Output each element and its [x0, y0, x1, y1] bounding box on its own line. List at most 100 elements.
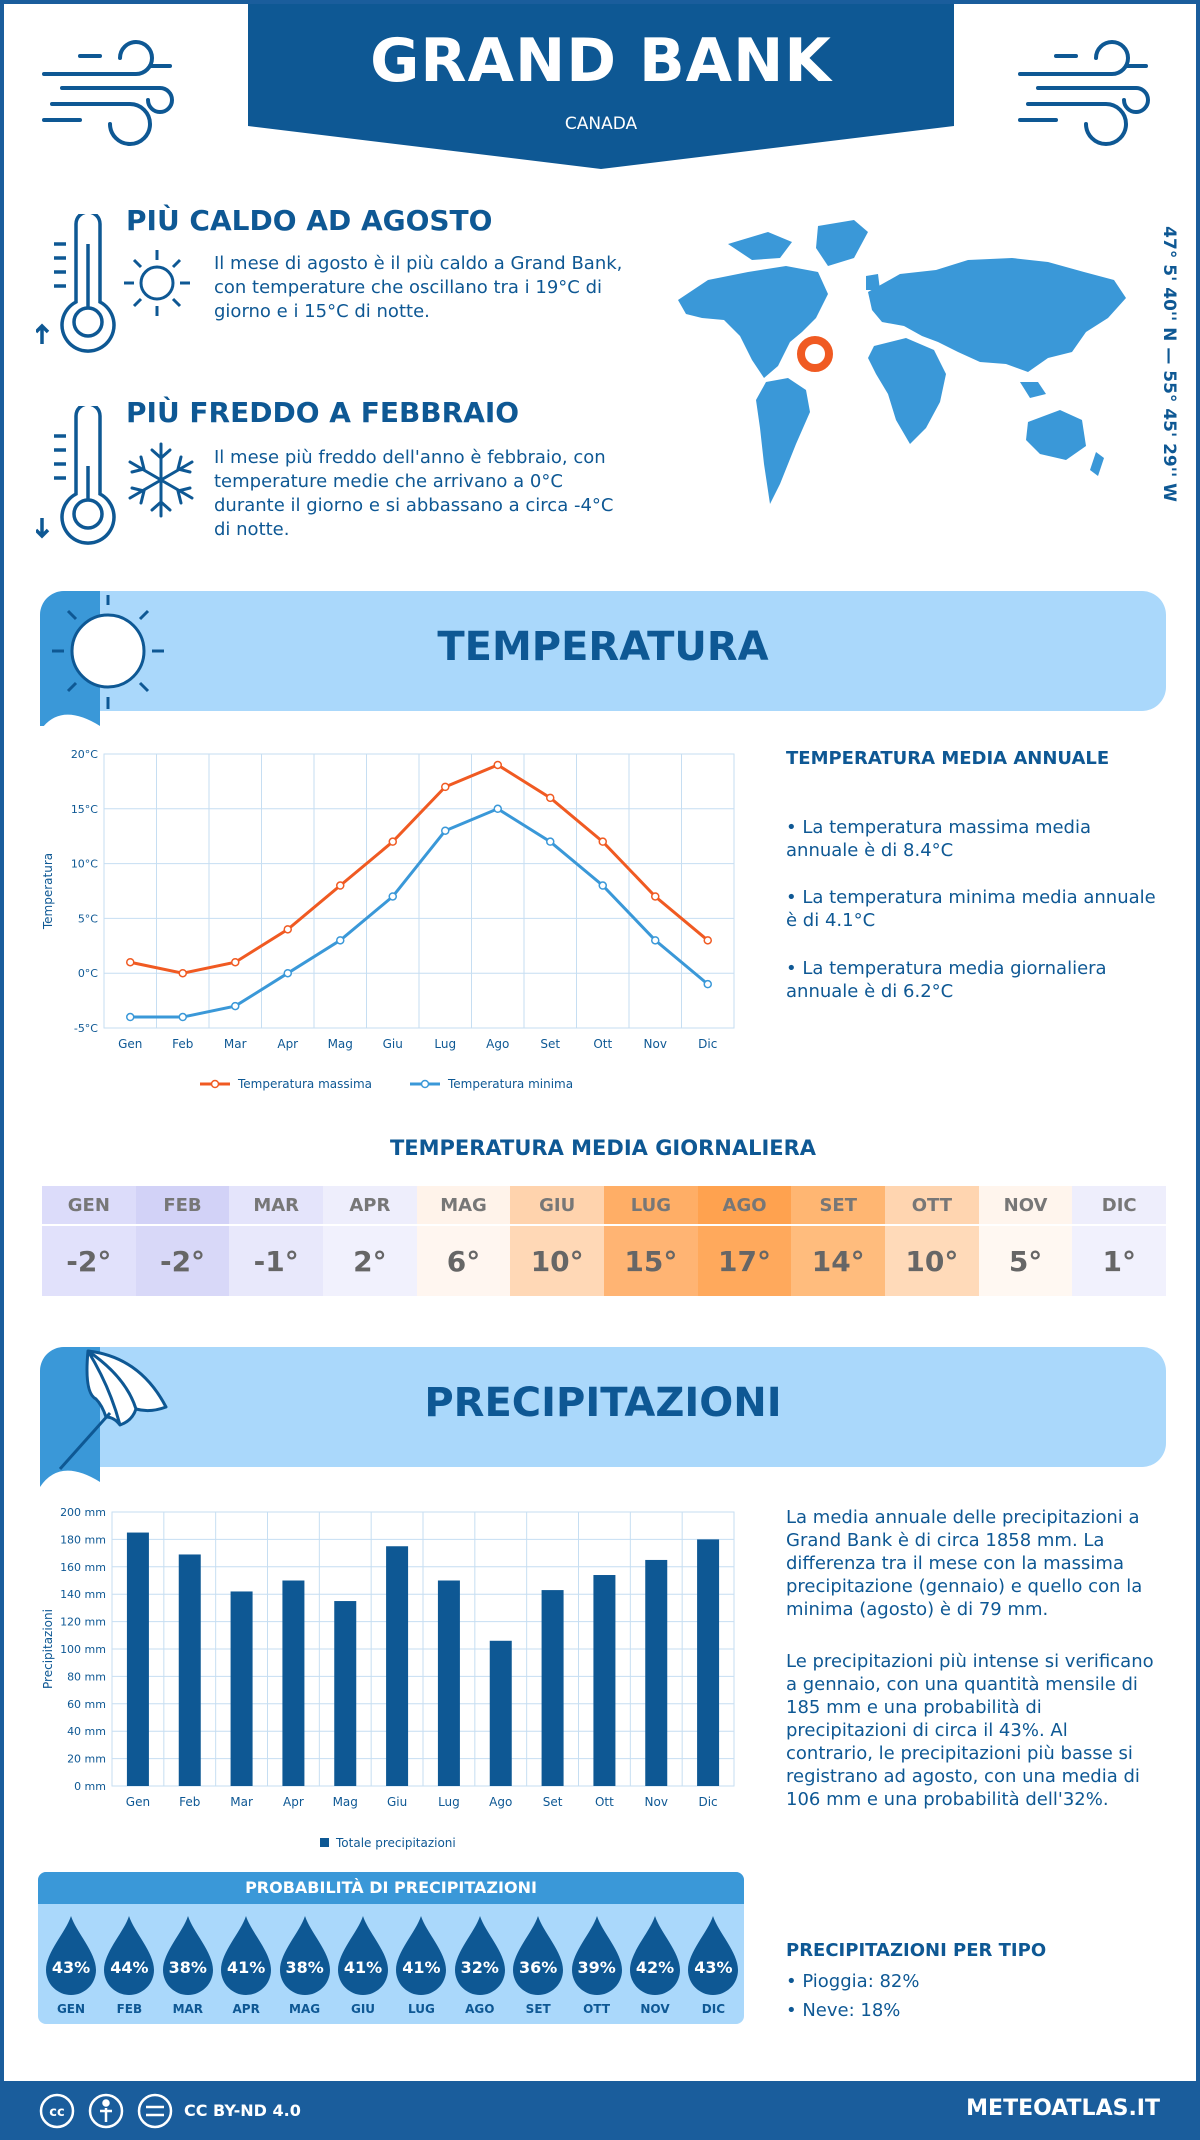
site-link[interactable]: METEOATLAS.IT	[966, 2096, 1160, 2121]
daily-month: GIU	[510, 1186, 605, 1224]
drop-percent: 41%	[227, 1958, 266, 1977]
probability-drop: 43% DIC	[684, 1912, 742, 2022]
daily-value: 15°	[604, 1224, 698, 1296]
drop-icon	[104, 1916, 155, 1995]
temp-legend-label: Temperatura massima	[237, 1077, 372, 1091]
drop-icon	[513, 1916, 564, 1995]
daily-cell: LUG 15°	[604, 1186, 698, 1296]
precip-bar	[386, 1546, 409, 1786]
temp-y-tick: 15°C	[71, 803, 98, 816]
temp-y-tick: -5°C	[74, 1022, 98, 1035]
drop-icon	[396, 1916, 447, 1995]
sun-icon	[124, 250, 190, 316]
drop-icon	[688, 1916, 739, 1995]
temp-min-line	[130, 807, 709, 1019]
precip-bar	[645, 1559, 668, 1786]
precip-y-tick: 40 mm	[67, 1725, 106, 1738]
daily-value: 2°	[323, 1224, 417, 1296]
drop-icon	[46, 1916, 96, 1995]
daily-cell: NOV 5°	[978, 1186, 1073, 1296]
warm-title: PIÙ CALDO AD AGOSTO	[126, 204, 493, 237]
precip-bar	[126, 1532, 149, 1786]
daily-month: SET	[791, 1186, 886, 1224]
drop-month: LUG	[407, 2002, 435, 2016]
drop-icon	[571, 1916, 622, 1995]
drop-month: MAR	[172, 2002, 204, 2016]
cc-icon: cc	[49, 2105, 64, 2120]
precip-bar	[593, 1575, 616, 1786]
drop-percent: 43%	[694, 1958, 733, 1977]
drop-percent: 36%	[519, 1958, 558, 1977]
precip-x-tick: Ago	[489, 1795, 512, 1809]
daily-cell: FEB -2°	[135, 1186, 230, 1296]
drop-month: SET	[525, 2002, 551, 2016]
temp-y-tick: 20°C	[71, 748, 98, 761]
drop-month: MAG	[289, 2002, 321, 2016]
temp-min-point	[388, 892, 397, 901]
precip-y-tick: 120 mm	[60, 1616, 106, 1629]
drop-percent: 42%	[635, 1958, 675, 1977]
precip-x-tick: Giu	[387, 1795, 407, 1809]
drop-icon	[630, 1916, 680, 1995]
precip-bar	[282, 1580, 305, 1786]
probability-drop: 43% GEN	[42, 1912, 100, 2022]
probability-drop: 32% AGO	[451, 1912, 509, 2022]
temp-max-point	[336, 881, 345, 890]
daily-value: 14°	[791, 1224, 886, 1296]
drop-percent: 41%	[343, 1958, 383, 1977]
temp-min-point	[283, 968, 292, 978]
temp-min-point	[703, 979, 712, 989]
temp-x-tick: Mar	[224, 1037, 247, 1051]
drop-month: FEB	[116, 2002, 143, 2016]
precip-paragraph-2: Le precipitazioni più intense si verific…	[786, 1651, 1154, 1810]
drop-month: GIU	[350, 2002, 376, 2016]
daily-title: TEMPERATURA MEDIA GIORNALIERA	[389, 1136, 817, 1160]
temperature-chart: -5°C 0°C 5°C 10°C 15°C 20°C Gen Feb Mar Apr Mag Giu…	[41, 748, 735, 1091]
temp-max-point	[441, 782, 450, 792]
temp-min-point	[178, 1012, 187, 1022]
precip-bar	[178, 1554, 201, 1786]
daily-month: FEB	[135, 1186, 230, 1224]
precipitation-chart: 0 mm 20 mm 40 mm 60 mm 80 mm 100 mm 120 mm 140 …	[41, 1506, 735, 1850]
precipitation-band	[40, 1347, 1166, 1467]
precip-x-tick: Lug	[438, 1795, 460, 1809]
coordinates: 47° 5' 40'' N — 55° 45' 29'' W	[1159, 226, 1179, 502]
precip-probability-title: PROBABILITÀ DI PRECIPITAZIONI	[38, 1872, 744, 1904]
cold-text: Il mese più freddo dell'anno è febbraio,…	[214, 447, 614, 540]
probability-drop: 42% NOV	[626, 1912, 684, 2022]
drop-icon	[221, 1916, 272, 1995]
precip-y-label: Precipitazioni	[41, 1609, 55, 1689]
temp-x-tick: Lug	[434, 1037, 456, 1051]
temp-x-tick: Ago	[486, 1037, 509, 1051]
temp-x-tick: Mag	[328, 1037, 353, 1051]
temp-side-title: TEMPERATURA MEDIA ANNUALE	[786, 748, 1110, 769]
temp-x-tick: Dic	[698, 1037, 717, 1051]
snowflake-icon	[128, 442, 194, 518]
precip-type-snow: • Neve: 18%	[786, 2000, 901, 2021]
drop-month: APR	[232, 2002, 260, 2016]
daily-month: NOV	[978, 1186, 1073, 1224]
precip-type-rain: • Pioggia: 82%	[786, 1971, 920, 1992]
daily-value: -2°	[135, 1224, 230, 1296]
temp-max-point	[178, 968, 187, 978]
precip-x-tick: Set	[543, 1795, 563, 1809]
daily-value: -2°	[42, 1224, 136, 1296]
temperature-title: TEMPERATURA	[437, 624, 769, 670]
drop-percent: 38%	[168, 1958, 207, 1977]
daily-value: -1°	[229, 1224, 324, 1296]
temp-y-tick: 5°C	[78, 912, 98, 925]
daily-value: 6°	[416, 1224, 511, 1296]
probability-drops: 43% GEN 44% FEB 38% MAR 41% APR 38% MAG 41% GIU 41% L…	[38, 1912, 744, 2022]
drop-month: NOV	[640, 2002, 670, 2016]
precipitation-title: PRECIPITAZIONI	[424, 1380, 782, 1426]
precip-y-tick: 180 mm	[60, 1533, 106, 1546]
temp-max-point	[546, 793, 555, 803]
temp-max-point	[388, 837, 397, 846]
temperature-band	[40, 591, 1166, 711]
temp-max-point	[493, 760, 502, 770]
probability-drop: 38% MAR	[159, 1912, 217, 2022]
precip-x-tick: Nov	[645, 1795, 668, 1809]
daily-month: MAR	[229, 1186, 324, 1224]
temp-min-point	[598, 881, 607, 890]
temp-min-point	[231, 1001, 240, 1011]
